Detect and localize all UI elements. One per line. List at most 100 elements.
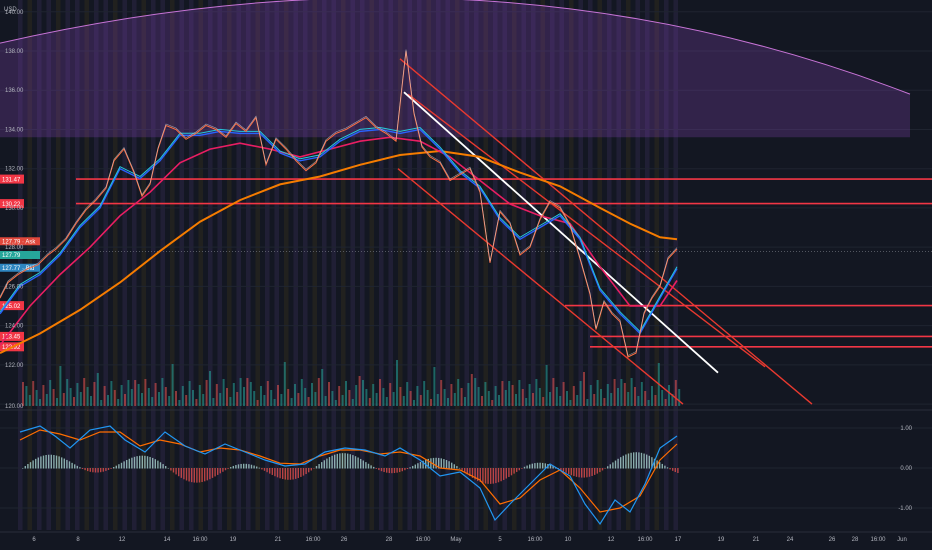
macd-histogram-bar (256, 466, 258, 469)
macd-histogram-bar (669, 468, 671, 470)
macd-histogram-bar (409, 467, 411, 469)
volume-bar (443, 389, 446, 406)
macd-histogram-bar (479, 468, 481, 483)
volume-bar (498, 395, 500, 406)
volume-bar (474, 378, 477, 406)
price-tick-label: 140.00 (5, 10, 24, 16)
session-stripe (578, 0, 583, 530)
session-stripe (113, 0, 118, 530)
volume-bar (331, 391, 334, 406)
macd-histogram-bar (523, 466, 526, 469)
macd-histogram-bar (185, 468, 188, 481)
macd-histogram-bar (76, 465, 78, 469)
volume-bar (76, 383, 79, 406)
macd-histogram-bar (32, 460, 34, 469)
volume-bar (134, 380, 137, 406)
macd-histogram-bar (79, 467, 81, 469)
session-stripe (341, 0, 346, 530)
volume-bar (664, 399, 667, 406)
volume-bar (32, 381, 35, 406)
macd-histogram-bar (542, 462, 544, 469)
volume-bar (518, 380, 521, 406)
session-stripe (474, 0, 479, 530)
macd-histogram-bar (180, 468, 182, 478)
macd-histogram-bar (349, 454, 351, 469)
time-tick-label: 21 (275, 537, 282, 543)
session-stripe (94, 0, 99, 530)
volume-bar (185, 395, 188, 406)
volume-bar (348, 390, 351, 406)
macd-histogram-bar (609, 464, 611, 469)
macd-histogram-bar (313, 468, 315, 469)
macd-histogram-bar (503, 468, 505, 480)
volume-bar (532, 393, 534, 406)
macd-histogram-bar (188, 468, 190, 482)
volume-bar (467, 383, 470, 406)
volume-bar (494, 386, 497, 406)
volume-bar (440, 380, 443, 406)
volume-bar (647, 400, 650, 406)
price-tick-label: 138.00 (5, 49, 24, 55)
macd-histogram-bar (604, 468, 606, 469)
macd-histogram-bar (295, 468, 297, 479)
volume-bar (379, 379, 381, 406)
macd-histogram-bar (170, 468, 172, 471)
macd-histogram-bar (664, 465, 666, 469)
volume-bar (362, 380, 364, 406)
volume-bar (396, 360, 398, 406)
price-badge (0, 237, 40, 246)
macd-histogram-bar (206, 468, 208, 481)
trend-line (403, 91, 719, 374)
volume-bar (96, 373, 99, 406)
macd-histogram-bar (635, 452, 637, 469)
macd-histogram-bar (443, 459, 445, 469)
volume-bar (317, 378, 320, 406)
time-tick-label: 16:00 (637, 537, 653, 543)
volume-bar (345, 381, 347, 406)
macd-histogram-bar (279, 468, 281, 479)
macd-histogram-bar (347, 453, 349, 469)
volume-bar (634, 387, 636, 406)
macd-tick-label: 0.00 (900, 466, 912, 472)
volume-bar (222, 379, 225, 406)
macd-histogram-bar (508, 468, 510, 477)
time-tick-label: 12 (119, 537, 126, 543)
macd-histogram-bar (622, 455, 624, 469)
volume-bar (93, 382, 96, 406)
macd-histogram-bar (461, 468, 463, 471)
volume-bar (630, 378, 633, 406)
macd-histogram-bar (469, 468, 471, 477)
macd-histogram-bar (516, 468, 518, 472)
macd-histogram-bar (497, 468, 500, 483)
macd-histogram-bar (404, 468, 406, 471)
volume-bar (375, 393, 378, 406)
volume-bar (545, 365, 548, 406)
session-stripe (597, 0, 602, 530)
channel-line (399, 58, 813, 405)
macd-histogram-bar (66, 459, 68, 469)
volume-bar (212, 398, 215, 406)
volume-bar (596, 380, 599, 406)
macd-histogram-bar (648, 455, 650, 469)
macd-histogram-bar (126, 460, 128, 469)
time-tick-label: 16:00 (305, 537, 321, 543)
volume-bar (127, 380, 130, 406)
macd-histogram-bar (391, 468, 393, 474)
price-series (0, 49, 678, 358)
volume-bar (79, 392, 82, 406)
macd-histogram-bar (591, 468, 593, 476)
macd-histogram-bar (386, 468, 388, 473)
volume-bar (28, 395, 31, 406)
ema-long-line (0, 149, 678, 354)
volume-bar (324, 396, 327, 406)
volume-bar (481, 396, 483, 406)
macd-histogram-bar (35, 458, 37, 469)
session-stripe (569, 0, 574, 530)
price-badge-label: 127.77 · Bid (2, 266, 34, 272)
volume-bar (161, 378, 164, 406)
macd-histogram-bar (625, 454, 627, 469)
volume-bar (406, 382, 409, 406)
macd-histogram-bar (477, 468, 479, 481)
session-stripe (293, 0, 298, 530)
